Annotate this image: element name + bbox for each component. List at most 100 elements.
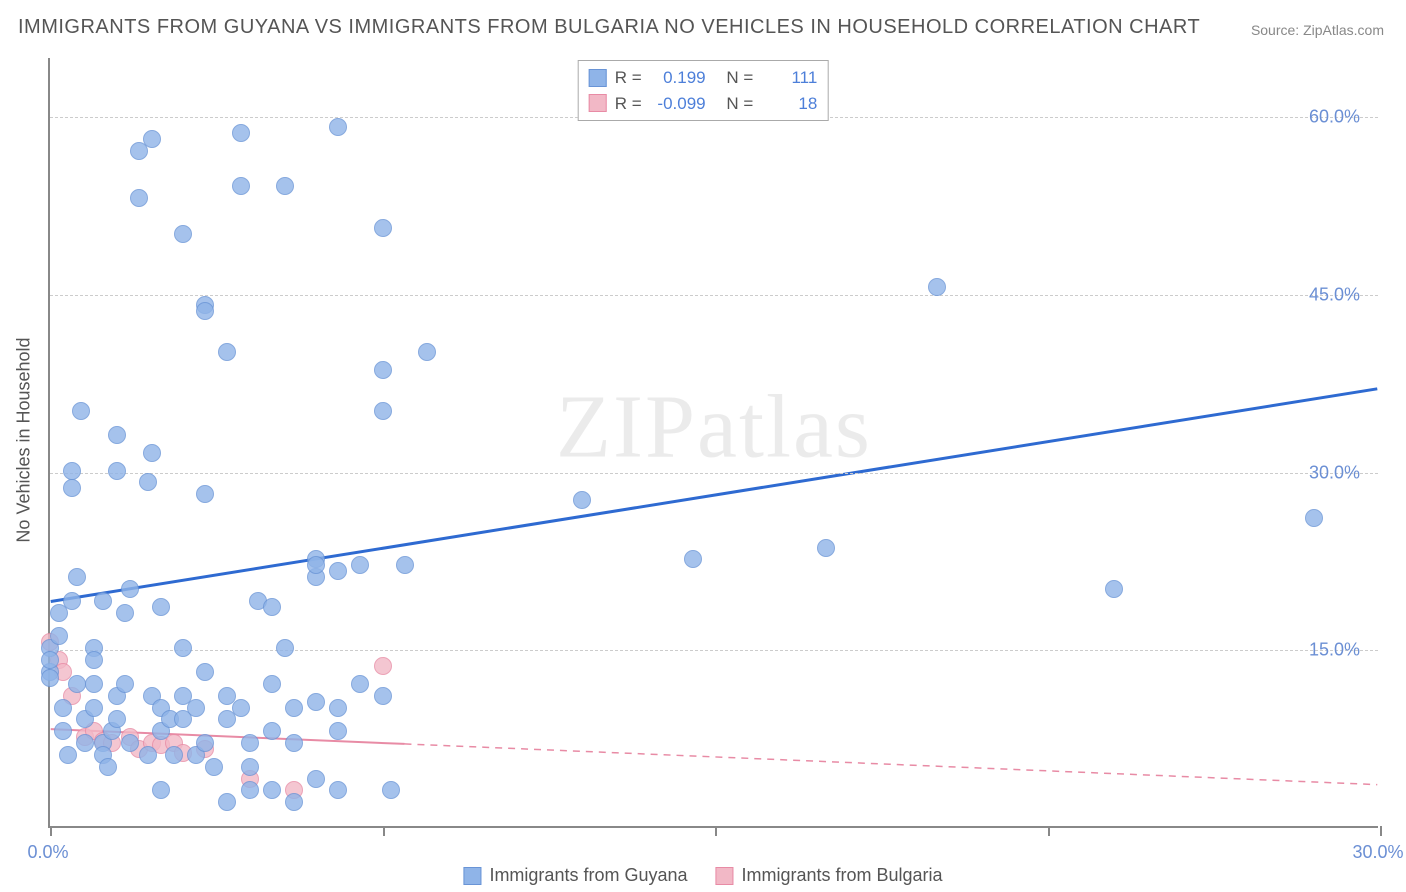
stats-row-guyana: R = 0.199 N = 111 bbox=[589, 65, 818, 91]
data-point bbox=[1105, 580, 1123, 598]
data-point bbox=[351, 556, 369, 574]
data-point bbox=[263, 781, 281, 799]
trend-lines-layer bbox=[50, 58, 1378, 826]
data-point bbox=[41, 651, 59, 669]
data-point bbox=[174, 225, 192, 243]
data-point bbox=[285, 699, 303, 717]
data-point bbox=[76, 734, 94, 752]
data-point bbox=[276, 639, 294, 657]
swatch-guyana bbox=[589, 69, 607, 87]
data-point bbox=[374, 687, 392, 705]
stats-row-bulgaria: R = -0.099 N = 18 bbox=[589, 91, 818, 117]
data-point bbox=[196, 302, 214, 320]
data-point bbox=[241, 758, 259, 776]
data-point bbox=[263, 598, 281, 616]
data-point bbox=[130, 189, 148, 207]
data-point bbox=[72, 402, 90, 420]
data-point bbox=[196, 485, 214, 503]
n-value-bulgaria: 18 bbox=[761, 91, 817, 117]
legend-item-guyana: Immigrants from Guyana bbox=[463, 865, 687, 886]
y-tick-label: 45.0% bbox=[1309, 284, 1360, 305]
data-point bbox=[116, 604, 134, 622]
data-point bbox=[396, 556, 414, 574]
data-point bbox=[139, 473, 157, 491]
data-point bbox=[205, 758, 223, 776]
data-point bbox=[116, 675, 134, 693]
data-point bbox=[108, 462, 126, 480]
data-point bbox=[307, 556, 325, 574]
data-point bbox=[329, 699, 347, 717]
y-axis-label: No Vehicles in Household bbox=[14, 337, 35, 542]
data-point bbox=[63, 462, 81, 480]
y-tick-label: 30.0% bbox=[1309, 462, 1360, 483]
swatch-bulgaria bbox=[589, 94, 607, 112]
r-label: R = bbox=[615, 91, 642, 117]
r-value-guyana: 0.199 bbox=[650, 65, 706, 91]
page-title: IMMIGRANTS FROM GUYANA VS IMMIGRANTS FRO… bbox=[18, 16, 1200, 39]
source-attribution: Source: ZipAtlas.com bbox=[1251, 22, 1384, 38]
x-tick-mark bbox=[383, 826, 385, 836]
gridline bbox=[50, 295, 1378, 296]
y-tick-label: 60.0% bbox=[1309, 107, 1360, 128]
gridline bbox=[50, 473, 1378, 474]
data-point bbox=[152, 598, 170, 616]
x-tick-mark bbox=[715, 826, 717, 836]
x-tick-mark bbox=[50, 826, 52, 836]
data-point bbox=[68, 568, 86, 586]
y-tick-label: 15.0% bbox=[1309, 640, 1360, 661]
data-point bbox=[241, 781, 259, 799]
data-point bbox=[63, 479, 81, 497]
data-point bbox=[143, 444, 161, 462]
scatter-plot: ZIPatlas 15.0% 30.0% 45.0% 60.0% bbox=[48, 58, 1378, 828]
data-point bbox=[187, 699, 205, 717]
data-point bbox=[108, 426, 126, 444]
data-point bbox=[374, 361, 392, 379]
data-point bbox=[329, 562, 347, 580]
data-point bbox=[54, 722, 72, 740]
data-point bbox=[928, 278, 946, 296]
data-point bbox=[382, 781, 400, 799]
legend-label-guyana: Immigrants from Guyana bbox=[489, 865, 687, 886]
bottom-legend: Immigrants from Guyana Immigrants from B… bbox=[463, 865, 942, 886]
data-point bbox=[50, 627, 68, 645]
data-point bbox=[99, 758, 117, 776]
data-point bbox=[276, 177, 294, 195]
r-label: R = bbox=[615, 65, 642, 91]
data-point bbox=[285, 793, 303, 811]
watermark-text: ZIPatlas bbox=[556, 375, 872, 478]
legend-label-bulgaria: Immigrants from Bulgaria bbox=[742, 865, 943, 886]
data-point bbox=[232, 699, 250, 717]
data-point bbox=[63, 592, 81, 610]
data-point bbox=[54, 699, 72, 717]
data-point bbox=[418, 343, 436, 361]
swatch-guyana-icon bbox=[463, 867, 481, 885]
data-point bbox=[108, 710, 126, 728]
n-value-guyana: 111 bbox=[761, 65, 817, 91]
data-point bbox=[121, 734, 139, 752]
data-point bbox=[152, 781, 170, 799]
x-tick-label: 0.0% bbox=[27, 842, 68, 863]
data-point bbox=[232, 177, 250, 195]
chart-container: IMMIGRANTS FROM GUYANA VS IMMIGRANTS FRO… bbox=[0, 0, 1406, 892]
data-point bbox=[241, 734, 259, 752]
data-point bbox=[139, 746, 157, 764]
data-point bbox=[307, 693, 325, 711]
data-point bbox=[285, 734, 303, 752]
data-point bbox=[263, 675, 281, 693]
data-point bbox=[85, 699, 103, 717]
n-label: N = bbox=[726, 91, 753, 117]
data-point bbox=[143, 130, 161, 148]
data-point bbox=[817, 539, 835, 557]
data-point bbox=[329, 722, 347, 740]
data-point bbox=[573, 491, 591, 509]
data-point bbox=[218, 793, 236, 811]
data-point bbox=[232, 124, 250, 142]
data-point bbox=[329, 781, 347, 799]
data-point bbox=[351, 675, 369, 693]
r-value-bulgaria: -0.099 bbox=[650, 91, 706, 117]
data-point bbox=[59, 746, 77, 764]
data-point bbox=[121, 580, 139, 598]
x-tick-label: 30.0% bbox=[1352, 842, 1403, 863]
data-point bbox=[263, 722, 281, 740]
gridline bbox=[50, 650, 1378, 651]
